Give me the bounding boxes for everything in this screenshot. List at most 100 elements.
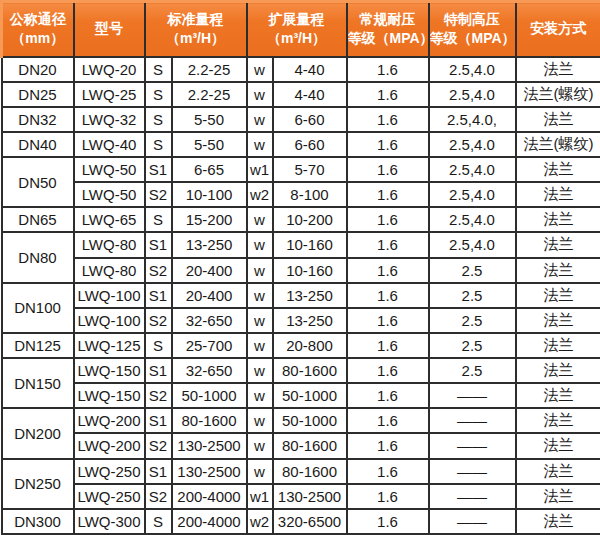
ext-range-cell: 10-160 <box>273 232 347 257</box>
high-pressure-cell: 2.5 <box>429 308 516 333</box>
install-cell: 法兰 <box>516 433 600 458</box>
spec-table-body: DN20LWQ-20S2.2-25w4-401.62.5,4.0法兰DN25LW… <box>2 57 600 535</box>
model-cell: LWQ-100 <box>74 283 145 308</box>
std-gear-cell: S1 <box>145 232 172 257</box>
ext-gear-cell: w2 <box>247 509 273 534</box>
regular-pressure-cell: 1.6 <box>347 383 429 408</box>
std-gear-cell: S1 <box>145 358 172 383</box>
model-cell: LWQ-80 <box>74 258 145 283</box>
table-row: DN20LWQ-20S2.2-25w4-401.62.5,4.0法兰 <box>2 57 600 82</box>
high-pressure-cell: —— <box>429 484 516 509</box>
regular-pressure-cell: 1.6 <box>347 509 429 534</box>
high-pressure-cell: —— <box>429 383 516 408</box>
ext-gear-cell: w2 <box>247 182 273 207</box>
ext-gear-cell: w <box>247 283 273 308</box>
std-gear-cell: S1 <box>145 283 172 308</box>
header-dn: 公称通径（mm） <box>2 2 74 57</box>
high-pressure-cell: 2.5 <box>429 333 516 358</box>
ext-gear-cell: w <box>247 408 273 433</box>
model-cell: LWQ-50 <box>74 157 145 182</box>
std-gear-cell: S <box>145 57 172 82</box>
install-cell: 法兰 <box>516 107 600 132</box>
model-cell: LWQ-125 <box>74 333 145 358</box>
ext-gear-cell: w <box>247 333 273 358</box>
install-cell: 法兰 <box>516 57 600 82</box>
high-pressure-cell: 2.5,4.0 <box>429 82 516 107</box>
ext-range-cell: 130-2500 <box>273 484 347 509</box>
table-row: DN65LWQ-65S15-200w10-2001.62.5,4.0法兰 <box>2 207 600 232</box>
regular-pressure-cell: 1.6 <box>347 283 429 308</box>
regular-pressure-cell: 1.6 <box>347 232 429 257</box>
spec-table-head: 公称通径（mm）型号标准量程（m³/H）扩展量程（m³/H）常规耐压等级（MPA… <box>2 2 600 57</box>
std-gear-cell: S <box>145 333 172 358</box>
header-install: 安装方式 <box>516 2 600 57</box>
regular-pressure-cell: 1.6 <box>347 408 429 433</box>
model-cell: LWQ-150 <box>74 358 145 383</box>
std-range-cell: 20-400 <box>172 283 247 308</box>
ext-gear-cell: w <box>247 82 273 107</box>
header-std: 标准量程（m³/H） <box>145 2 247 57</box>
std-range-cell: 20-400 <box>172 258 247 283</box>
ext-range-cell: 5-70 <box>273 157 347 182</box>
ext-gear-cell: w <box>247 459 273 484</box>
dn-cell: DN65 <box>2 207 74 232</box>
std-range-cell: 80-1600 <box>172 408 247 433</box>
model-cell: LWQ-25 <box>74 82 145 107</box>
dn-cell: DN32 <box>2 107 74 132</box>
dn-cell: DN50 <box>2 157 74 207</box>
header-regular: 常规耐压等级（MPA） <box>347 2 429 57</box>
table-row: DN32LWQ-32S5-50w6-601.62.5,4.0,法兰 <box>2 107 600 132</box>
ext-range-cell: 50-1000 <box>273 408 347 433</box>
install-cell: 法兰 <box>516 484 600 509</box>
regular-pressure-cell: 1.6 <box>347 459 429 484</box>
high-pressure-cell: 2.5,4.0 <box>429 157 516 182</box>
ext-range-cell: 80-1600 <box>273 433 347 458</box>
install-cell: 法兰 <box>516 207 600 232</box>
std-gear-cell: S2 <box>145 484 172 509</box>
dn-cell: DN300 <box>2 509 74 534</box>
regular-pressure-cell: 1.6 <box>347 157 429 182</box>
dn-cell: DN100 <box>2 283 74 333</box>
std-gear-cell: S2 <box>145 182 172 207</box>
high-pressure-cell: —— <box>429 433 516 458</box>
header-model: 型号 <box>74 2 145 57</box>
high-pressure-cell: —— <box>429 408 516 433</box>
model-cell: LWQ-50 <box>74 182 145 207</box>
ext-gear-cell: w <box>247 308 273 333</box>
table-row: DN300LWQ-300S200-4000w2320-65001.6——法兰 <box>2 509 600 534</box>
std-range-cell: 200-4000 <box>172 484 247 509</box>
table-row: DN100LWQ-100S120-400w13-2501.62.5法兰 <box>2 283 600 308</box>
model-cell: LWQ-40 <box>74 132 145 157</box>
regular-pressure-cell: 1.6 <box>347 207 429 232</box>
ext-gear-cell: w <box>247 232 273 257</box>
model-cell: LWQ-200 <box>74 408 145 433</box>
ext-range-cell: 80-1600 <box>273 459 347 484</box>
ext-range-cell: 13-250 <box>273 283 347 308</box>
dn-cell: DN40 <box>2 132 74 157</box>
ext-gear-cell: w <box>247 207 273 232</box>
install-cell: 法兰(螺纹) <box>516 132 600 157</box>
ext-gear-cell: w1 <box>247 157 273 182</box>
dn-cell: DN80 <box>2 232 74 282</box>
std-gear-cell: S1 <box>145 408 172 433</box>
model-cell: LWQ-250 <box>74 484 145 509</box>
std-gear-cell: S2 <box>145 383 172 408</box>
ext-range-cell: 50-1000 <box>273 383 347 408</box>
ext-range-cell: 20-800 <box>273 333 347 358</box>
regular-pressure-cell: 1.6 <box>347 107 429 132</box>
table-row: DN80LWQ-80S113-250w10-1601.62.5,4.0法兰 <box>2 232 600 257</box>
high-pressure-cell: 2.5,4.0 <box>429 182 516 207</box>
table-row: LWQ-150S250-1000w50-10001.6——法兰 <box>2 383 600 408</box>
model-cell: LWQ-200 <box>74 433 145 458</box>
table-row: LWQ-250S2200-4000w1130-25001.6——法兰 <box>2 484 600 509</box>
table-row: DN125LWQ-125S25-700w20-8001.62.5法兰 <box>2 333 600 358</box>
dn-cell: DN200 <box>2 408 74 458</box>
std-range-cell: 50-1000 <box>172 383 247 408</box>
regular-pressure-cell: 1.6 <box>347 132 429 157</box>
table-row: DN200LWQ-200S180-1600w50-10001.6——法兰 <box>2 408 600 433</box>
model-cell: LWQ-20 <box>74 57 145 82</box>
spec-table: 公称通径（mm）型号标准量程（m³/H）扩展量程（m³/H）常规耐压等级（MPA… <box>0 0 600 535</box>
install-cell: 法兰 <box>516 459 600 484</box>
regular-pressure-cell: 1.6 <box>347 258 429 283</box>
model-cell: LWQ-80 <box>74 232 145 257</box>
